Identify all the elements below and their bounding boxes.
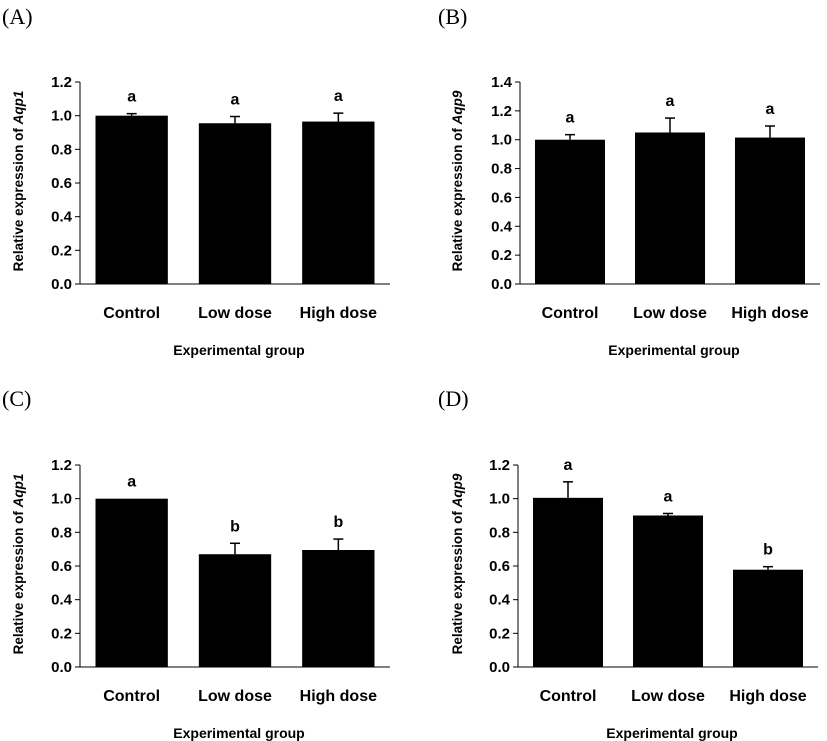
y-tick-label: 1.0 bbox=[489, 491, 510, 508]
bar bbox=[95, 498, 168, 667]
x-tick-label: Low dose bbox=[198, 688, 272, 705]
y-tick-label: 0.2 bbox=[51, 625, 72, 642]
x-tick-label: Low dose bbox=[198, 305, 272, 322]
y-axis-label: Relative expression of Aqp1 bbox=[11, 474, 26, 655]
bar bbox=[302, 550, 375, 667]
panel-label: (A) bbox=[2, 4, 33, 29]
x-tick-label: Control bbox=[540, 688, 597, 705]
bar bbox=[198, 123, 272, 284]
bar bbox=[633, 515, 703, 667]
x-tick-label: Low dose bbox=[631, 688, 705, 705]
bar bbox=[198, 554, 272, 667]
significance-label: a bbox=[566, 110, 575, 127]
significance-label: b bbox=[333, 514, 343, 531]
significance-label: a bbox=[766, 101, 775, 118]
x-axis-label: Experimental group bbox=[173, 342, 304, 358]
x-tick-label: High dose bbox=[300, 305, 377, 322]
y-tick-label: 1.0 bbox=[51, 108, 72, 125]
y-tick-label: 0.6 bbox=[51, 175, 72, 192]
significance-label: b bbox=[230, 518, 240, 535]
x-tick-label: Control bbox=[103, 688, 160, 705]
bar bbox=[533, 497, 603, 667]
x-tick-label: Low dose bbox=[633, 305, 707, 322]
y-tick-label: 0.2 bbox=[491, 247, 512, 264]
y-tick-label: 0.8 bbox=[51, 141, 72, 158]
x-tick-label: Control bbox=[542, 305, 599, 322]
x-tick-label: High dose bbox=[300, 688, 377, 705]
y-tick-label: 0.4 bbox=[489, 592, 511, 609]
y-tick-label: 0.4 bbox=[51, 592, 73, 609]
y-tick-label: 0.0 bbox=[51, 659, 72, 676]
y-tick-label: 0.2 bbox=[51, 242, 72, 259]
y-tick-label: 0.0 bbox=[489, 659, 510, 676]
significance-label: a bbox=[664, 488, 673, 505]
y-tick-label: 1.2 bbox=[51, 74, 72, 91]
x-axis-label: Experimental group bbox=[173, 725, 304, 741]
y-tick-label: 1.2 bbox=[51, 457, 72, 474]
panel-label: (B) bbox=[438, 4, 467, 29]
y-axis-label: Relative expression of Aqp9 bbox=[450, 473, 465, 654]
y-tick-label: 1.0 bbox=[51, 491, 72, 508]
y-tick-label: 0.8 bbox=[489, 524, 510, 541]
y-tick-label: 0.2 bbox=[489, 625, 510, 642]
bar bbox=[95, 115, 168, 285]
y-tick-label: 1.4 bbox=[491, 74, 513, 91]
significance-label: a bbox=[127, 89, 136, 106]
bar bbox=[535, 139, 605, 284]
y-tick-label: 0.6 bbox=[489, 558, 510, 575]
y-tick-label: 0.0 bbox=[491, 276, 512, 293]
x-axis-label: Experimental group bbox=[608, 342, 739, 358]
bar bbox=[302, 121, 375, 284]
panel-label: (D) bbox=[438, 386, 469, 411]
bar bbox=[735, 137, 805, 284]
y-tick-label: 0.8 bbox=[491, 161, 512, 178]
y-tick-label: 0.4 bbox=[491, 218, 513, 235]
bar bbox=[733, 569, 803, 667]
y-tick-label: 0.6 bbox=[491, 189, 512, 206]
y-tick-label: 1.2 bbox=[489, 457, 510, 474]
y-axis-label: Relative expression of Aqp1 bbox=[11, 91, 26, 272]
significance-label: a bbox=[231, 92, 240, 109]
x-tick-label: High dose bbox=[731, 305, 808, 322]
y-tick-label: 0.4 bbox=[51, 209, 73, 226]
significance-label: a bbox=[334, 88, 343, 105]
significance-label: b bbox=[763, 542, 773, 559]
x-axis-label: Experimental group bbox=[606, 725, 737, 741]
panel-label: (C) bbox=[2, 386, 31, 411]
bar bbox=[635, 132, 705, 284]
significance-label: a bbox=[666, 93, 675, 110]
significance-label: a bbox=[127, 474, 136, 491]
x-tick-label: Control bbox=[103, 305, 160, 322]
significance-label: a bbox=[564, 457, 573, 474]
y-tick-label: 0.0 bbox=[51, 276, 72, 293]
y-tick-label: 0.8 bbox=[51, 524, 72, 541]
y-tick-label: 1.2 bbox=[491, 103, 512, 120]
y-axis-label: Relative expression of Aqp9 bbox=[450, 90, 465, 271]
y-tick-label: 0.6 bbox=[51, 558, 72, 575]
y-tick-label: 1.0 bbox=[491, 132, 512, 149]
x-tick-label: High dose bbox=[729, 688, 806, 705]
